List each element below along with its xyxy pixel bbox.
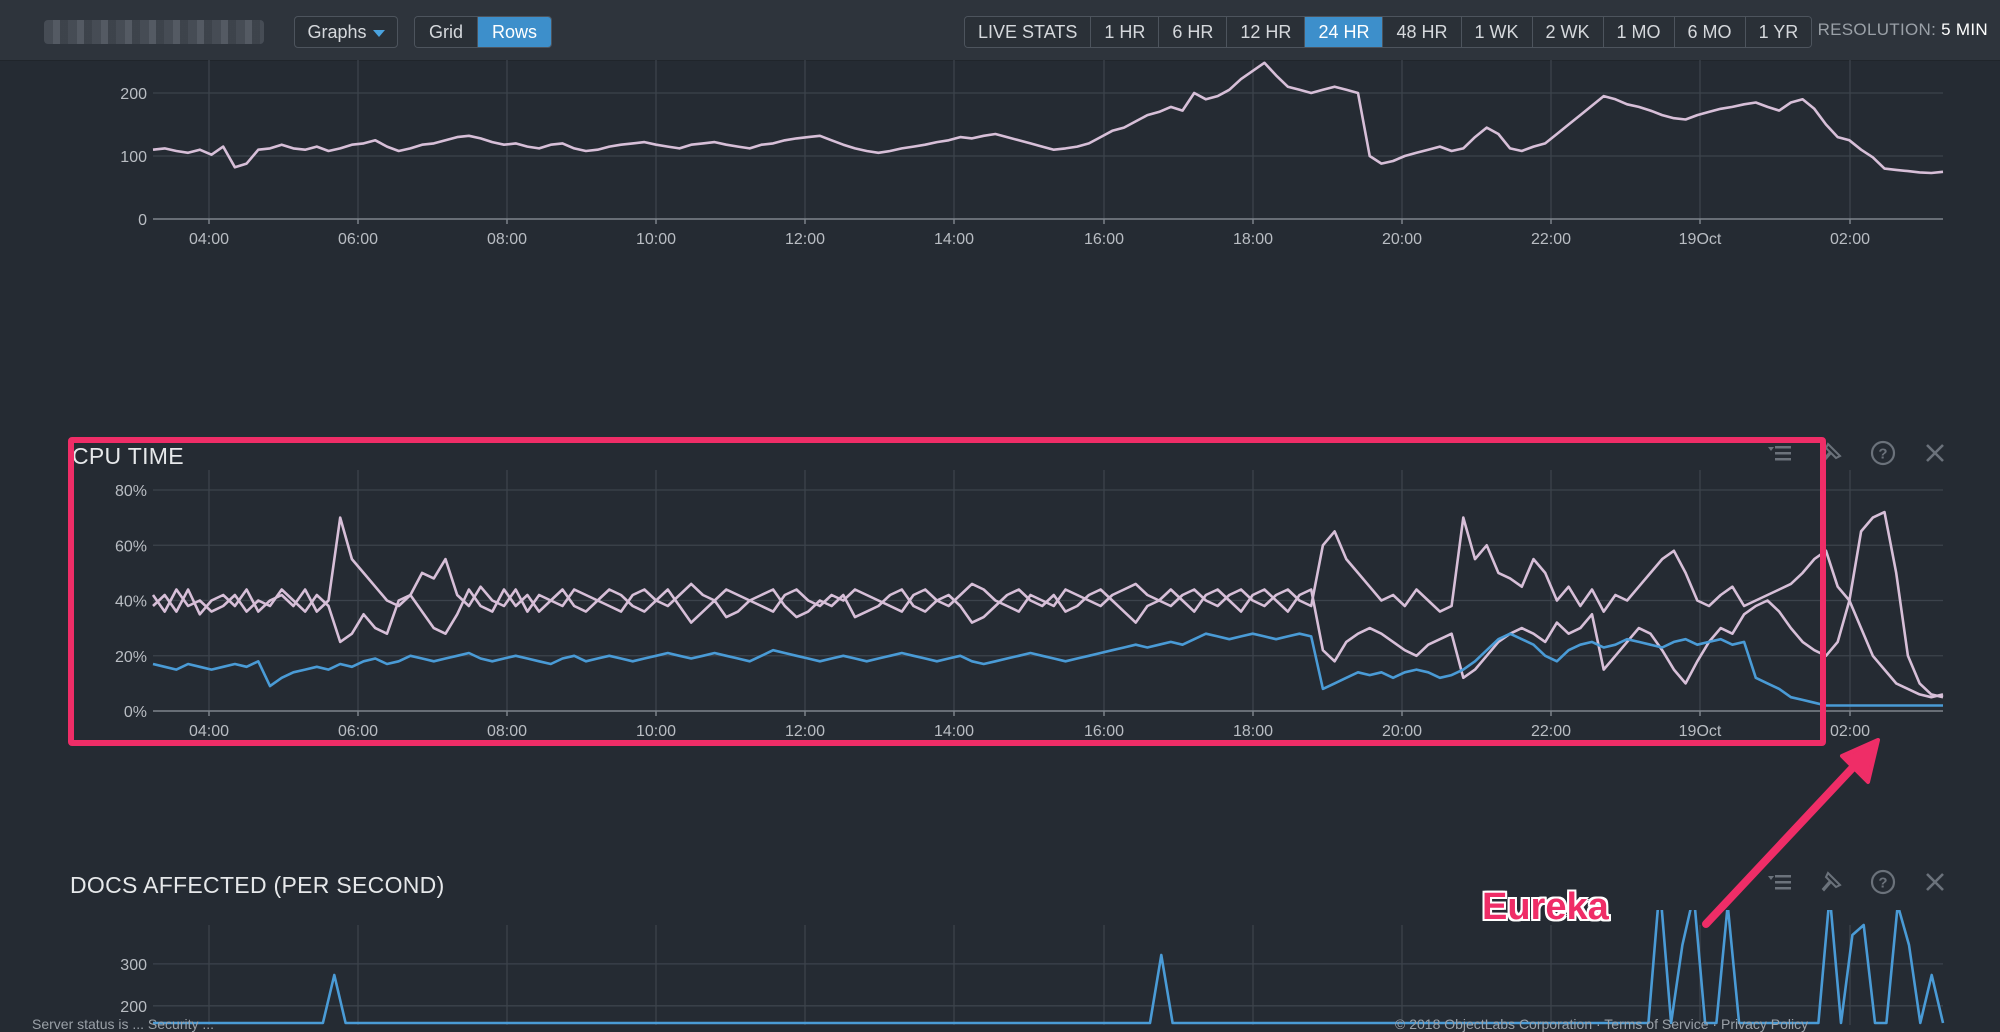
x-tick-label: 18:00 [1233,231,1273,248]
cpu-time-chart: 80% 60% 40% 20% 0% 04:00 06:00 08:00 10:00 12:00 1… [115,470,1944,740]
range-6hr[interactable]: 6 HR [1159,17,1228,47]
y-tick-label: 200 [120,999,147,1016]
x-tick-label: 06:00 [338,231,378,248]
range-48hr[interactable]: 48 HR [1383,17,1462,47]
close-icon[interactable] [1922,869,1948,895]
graphs-dropdown-label: Graphs [307,22,367,42]
range-24hr[interactable]: 24 HR [1305,17,1384,47]
series-line-2 [151,510,1944,699]
x-tick-label: 20:00 [1382,231,1422,248]
annotation-label: Eureka [1482,886,1609,928]
x-tick-label: 20:00 [1382,723,1422,740]
range-6mo[interactable]: 6 MO [1674,17,1746,47]
y-tick-label: 60% [115,538,147,555]
resolution-readout: RESOLUTION: 5 MIN [1818,20,1988,40]
x-tick-label: 14:00 [934,231,974,248]
series-line-1 [152,516,1944,699]
x-tick-label: 22:00 [1531,231,1571,248]
help-icon[interactable]: ? [1870,869,1896,895]
chevron-down-icon [372,29,385,37]
range-12hr[interactable]: 12 HR [1227,17,1306,47]
view-mode-toggle: Grid Rows [414,16,553,48]
range-1wk[interactable]: 1 WK [1461,17,1533,47]
svg-text:?: ? [1878,875,1887,892]
x-tick-label: 16:00 [1084,723,1124,740]
help-icon[interactable]: ? [1870,440,1896,466]
y-tick-label: 20% [115,649,147,666]
x-tick-label: 08:00 [487,723,527,740]
top-bar: Graphs Grid Rows LIVE STATS 1 HR 6 HR 12… [0,0,2000,61]
y-tick-label: 40% [115,594,147,611]
range-live-stats[interactable]: LIVE STATS [965,17,1092,47]
footer-right: © 2018 ObjectLabs Corporation · Terms of… [1395,1016,1809,1032]
x-tick-label: 16:00 [1084,231,1124,248]
time-range-selector: LIVE STATS 1 HR 6 HR 12 HR 24 HR 48 HR 1… [964,16,1813,48]
docs-affected-chart: 300 200 [120,910,1945,1025]
y-tick-label: 300 [120,957,147,974]
x-tick-label: 02:00 [1830,231,1870,248]
x-tick-label: 08:00 [487,231,527,248]
y-tick-label: 80% [115,483,147,500]
view-mode-grid[interactable]: Grid [415,17,479,47]
y-tick-label: 100 [120,149,147,166]
y-tick-label: 200 [120,86,147,103]
x-tick-label: 12:00 [785,723,825,740]
docs-affected-title: DOCS AFFECTED (PER SECOND) [70,872,445,898]
range-1hr[interactable]: 1 HR [1091,17,1160,47]
range-1mo[interactable]: 1 MO [1603,17,1675,47]
cpu-time-title: CPU TIME [72,443,184,469]
blurred-deployment-name [44,20,264,44]
x-tick-label: 19Oct [1679,723,1722,740]
close-icon[interactable] [1922,440,1948,466]
menu-icon[interactable] [1766,869,1792,895]
y-tick-label: 0 [138,212,147,229]
view-mode-rows[interactable]: Rows [478,17,552,47]
x-tick-label: 04:00 [189,723,229,740]
range-1yr[interactable]: 1 YR [1745,17,1812,47]
x-tick-label: 06:00 [338,723,378,740]
highlight-box [68,437,1826,746]
series-line-1 [153,910,1945,1025]
docs-affected-tools: ? [1766,869,1948,895]
y-tick-label: 0% [124,704,147,721]
x-tick-label: 18:00 [1233,723,1273,740]
graphs-dropdown-button[interactable]: Graphs [294,16,398,48]
x-tick-label: 12:00 [785,231,825,248]
resolution-value: 5 MIN [1941,20,1988,39]
x-tick-label: 19Oct [1679,231,1722,248]
footer-left: Server status is ... Security ... [32,1016,215,1032]
series-line-1 [152,61,1944,175]
x-tick-label: 14:00 [934,723,974,740]
resolution-label: RESOLUTION: [1817,20,1937,39]
svg-text:?: ? [1878,446,1887,463]
x-tick-label: 04:00 [189,231,229,248]
throughput-chart: 200 100 0 04:00 06:00 08:00 10:00 12:00 14:00 16:… [120,60,1944,248]
x-tick-label: 10:00 [636,231,676,248]
series-line-3 [152,632,1943,707]
x-tick-label: 02:00 [1830,723,1870,740]
pin-icon[interactable] [1818,869,1844,895]
x-tick-label: 10:00 [636,723,676,740]
x-tick-label: 22:00 [1531,723,1571,740]
menu-icon[interactable] [1766,440,1792,466]
range-2wk[interactable]: 2 WK [1532,17,1604,47]
